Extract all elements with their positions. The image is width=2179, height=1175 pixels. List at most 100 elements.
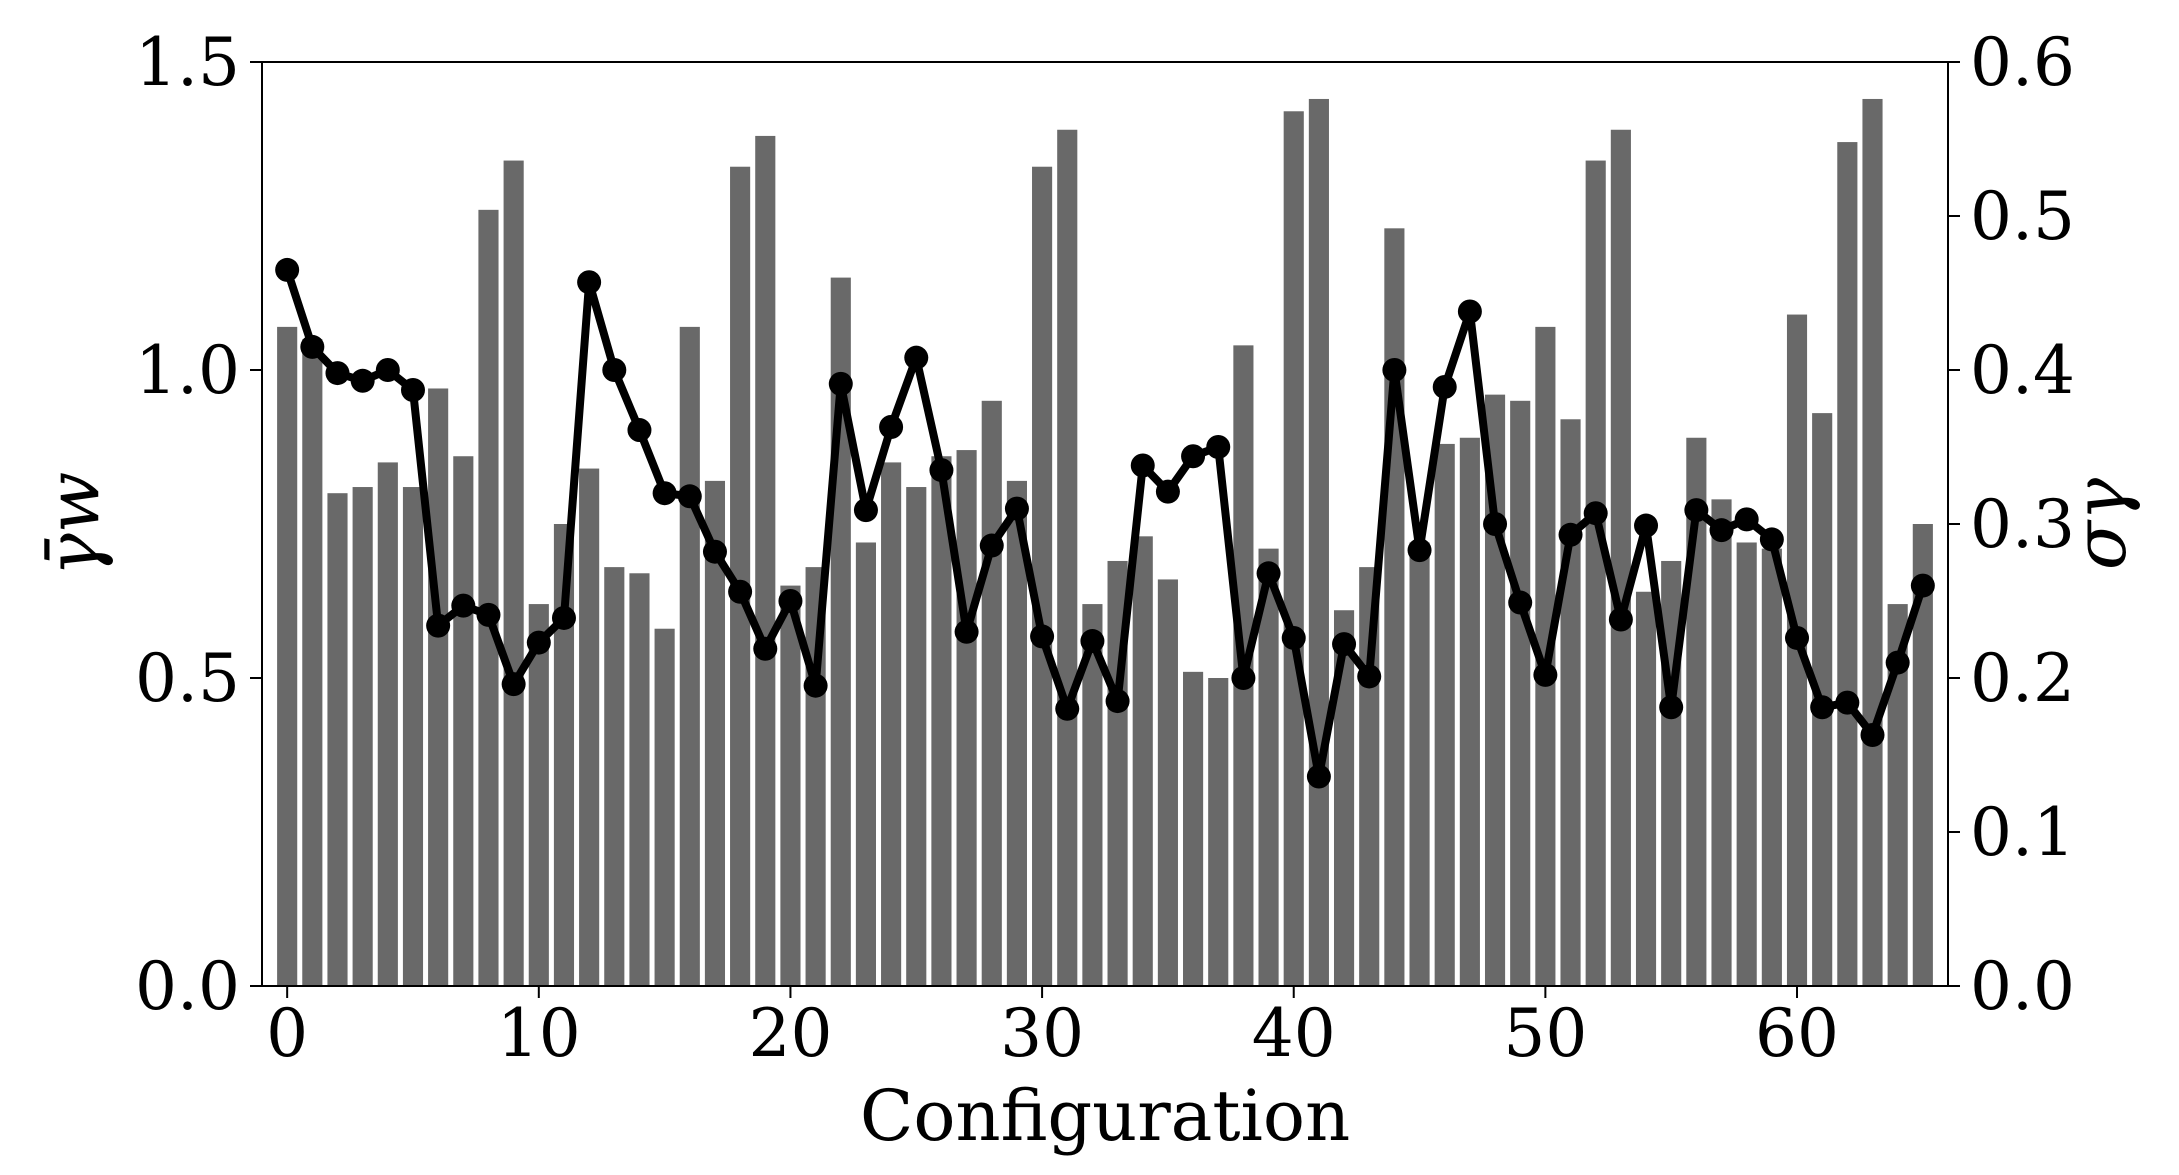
line-point [602, 358, 627, 382]
line-point [1759, 527, 1784, 552]
bar [1283, 111, 1304, 986]
bar [679, 326, 700, 986]
line-point [778, 589, 803, 613]
bar [1912, 524, 1933, 986]
bar [1434, 443, 1455, 986]
line-point [526, 630, 551, 655]
line-point [1256, 561, 1281, 586]
bar [1409, 542, 1430, 986]
line-point [1155, 479, 1180, 504]
x-tick-label: 50 [1503, 995, 1587, 1072]
line-point [803, 673, 828, 698]
line-point [853, 498, 878, 523]
line-point [1457, 299, 1482, 324]
line-point [979, 533, 1004, 558]
line-point [879, 414, 904, 439]
bar [1208, 678, 1229, 986]
bar [956, 450, 977, 987]
bar [553, 524, 575, 986]
line-point [1181, 444, 1206, 469]
line-point [627, 418, 652, 443]
line-point [1231, 666, 1256, 690]
bar [1761, 548, 1782, 986]
line-point [1558, 522, 1583, 547]
line-point [1407, 538, 1432, 563]
line-point [426, 613, 451, 638]
line-point [400, 378, 425, 403]
y-right-tick-label: 0.4 [1970, 332, 2075, 409]
x-tick-label: 60 [1755, 995, 1839, 1072]
bar [981, 400, 1002, 986]
x-tick-label: 40 [1252, 995, 1336, 1072]
bar [881, 462, 902, 986]
line-point [1910, 573, 1935, 598]
y-left-tick-label: 0.5 [135, 640, 240, 717]
bar [1032, 166, 1053, 987]
line-point [753, 636, 778, 661]
line-point [1810, 695, 1835, 720]
bar [453, 456, 474, 986]
line-point [728, 579, 753, 604]
line-point [1885, 650, 1910, 675]
bar [1082, 604, 1103, 986]
right-axis-title: σγ [2058, 477, 2142, 570]
line-point [1357, 664, 1382, 689]
line-point [1533, 662, 1558, 687]
line-point [1835, 690, 1860, 715]
x-tick-label: 20 [748, 995, 832, 1072]
line-point [1608, 607, 1633, 632]
bar [629, 573, 650, 986]
line-layer [275, 257, 1935, 789]
line-point [1206, 435, 1231, 459]
line-point [275, 257, 300, 282]
line-point [501, 672, 526, 697]
line-point [677, 484, 702, 509]
y-right-tick-label: 0.1 [1970, 794, 2075, 871]
bar [402, 487, 424, 986]
line-point [1105, 689, 1130, 714]
bar [1560, 419, 1581, 986]
bar [1635, 591, 1657, 986]
x-axis-title: Configuration [860, 1075, 1350, 1157]
bar [1510, 400, 1531, 986]
bar [1057, 129, 1078, 986]
bar [1610, 129, 1631, 986]
bar [428, 388, 449, 987]
bar [327, 493, 348, 986]
line-point [1684, 498, 1709, 523]
bar [352, 487, 373, 986]
line-point [1030, 624, 1055, 649]
y-right-tick-label: 0.3 [1970, 486, 2075, 563]
line-point [1508, 590, 1533, 615]
bar [730, 166, 751, 987]
y-left-tick-label: 0.0 [135, 948, 240, 1025]
line-point [350, 368, 375, 393]
y-right-tick-label: 0.5 [1970, 178, 2075, 255]
bar [855, 542, 876, 986]
line-point [904, 345, 929, 370]
line-point [551, 605, 576, 630]
line-point [451, 593, 476, 618]
bar [1308, 98, 1329, 986]
line-point [929, 458, 954, 483]
line-point [1281, 625, 1306, 650]
line-point [1659, 695, 1684, 720]
line-point [1382, 358, 1407, 382]
bar [1862, 98, 1883, 986]
line-point [954, 619, 979, 644]
x-tick-label: 0 [266, 995, 308, 1072]
bar [1157, 579, 1178, 986]
bar [604, 567, 625, 986]
bar [503, 160, 524, 986]
line-point [1432, 374, 1457, 399]
line-point [375, 358, 400, 382]
bar [780, 585, 801, 986]
bar [277, 326, 298, 986]
bar [1258, 548, 1279, 986]
x-tick-label: 30 [1000, 995, 1084, 1072]
bar [478, 209, 499, 987]
bar [302, 339, 323, 986]
line-point [1332, 632, 1357, 657]
line-point [1709, 518, 1734, 543]
